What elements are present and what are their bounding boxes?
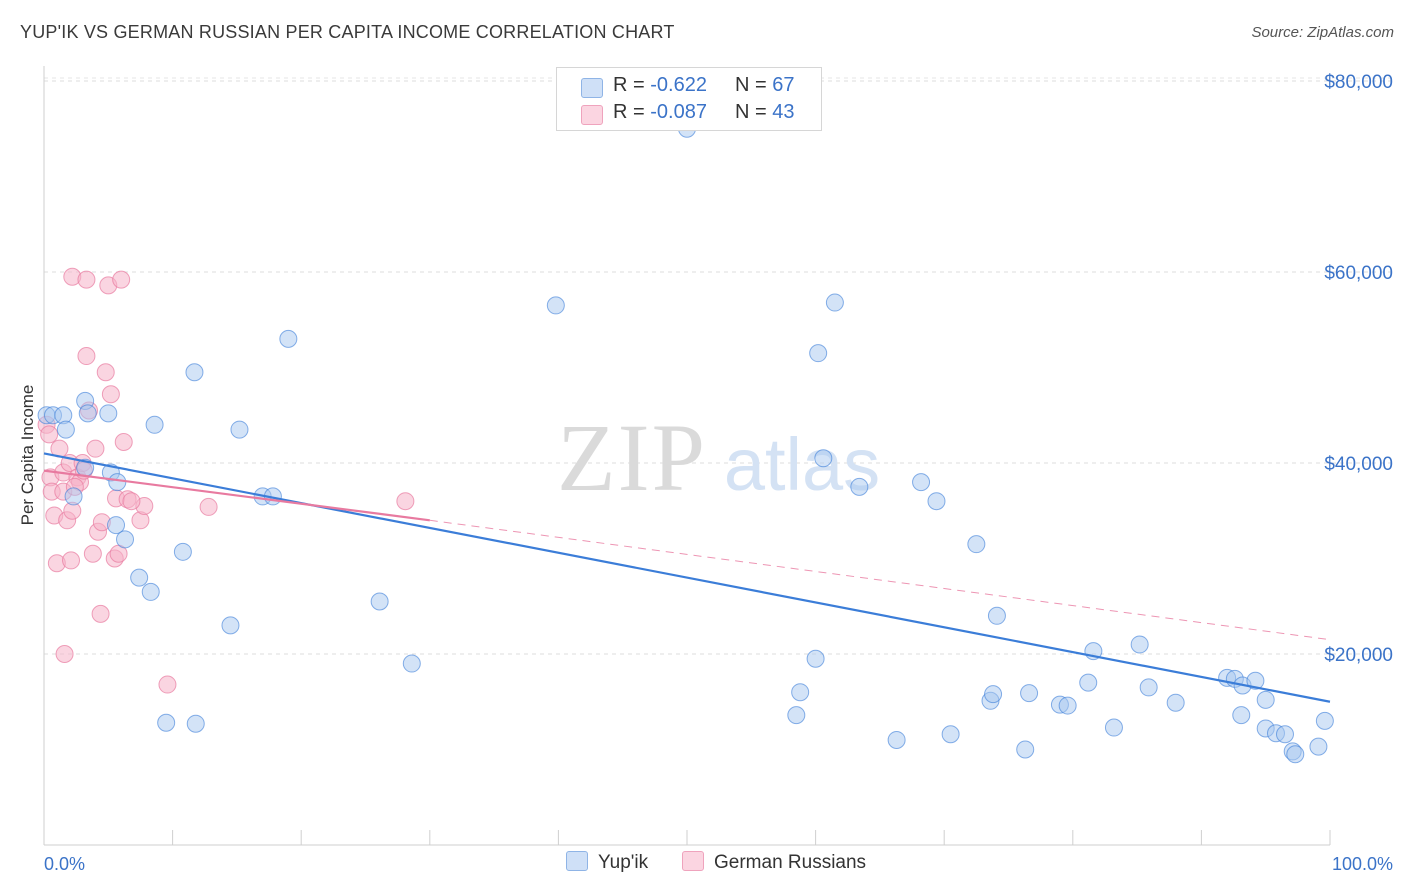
data-point-yupik <box>941 725 960 744</box>
legend-swatch-german <box>682 851 704 871</box>
y-tick-label: $60,000 <box>1324 263 1393 284</box>
data-point-yupik <box>806 649 825 668</box>
data-point-yupik <box>99 404 118 423</box>
data-point-yupik <box>157 713 176 732</box>
data-point-german <box>114 432 133 451</box>
legend-row-yupik: R = -0.622 N = 67 <box>557 74 821 102</box>
data-point-yupik <box>130 568 149 587</box>
legend-label-yupik: Yup'ik <box>598 852 649 873</box>
data-point-yupik <box>230 420 249 439</box>
data-point-yupik <box>1130 635 1149 654</box>
data-point-german <box>199 497 218 516</box>
data-point-yupik <box>1020 684 1039 703</box>
data-point-yupik <box>987 606 1006 625</box>
data-point-german <box>91 604 110 623</box>
y-tick-label: $80,000 <box>1324 72 1393 93</box>
data-point-yupik <box>56 420 75 439</box>
data-point-yupik <box>64 487 83 506</box>
legend-r-value: -0.622 <box>650 74 707 96</box>
data-point-german <box>86 439 105 458</box>
data-point-yupik <box>927 492 946 511</box>
data-point-yupik <box>1166 693 1185 712</box>
data-point-yupik <box>145 415 164 434</box>
data-point-yupik <box>546 296 565 315</box>
data-point-german <box>101 385 120 404</box>
data-point-yupik <box>1315 711 1334 730</box>
trendline-german <box>43 469 430 522</box>
data-point-yupik <box>887 730 906 749</box>
x-tick-label: 0.0% <box>44 854 85 874</box>
data-point-yupik <box>809 344 828 363</box>
data-point-yupik <box>1275 725 1294 744</box>
data-point-yupik <box>1058 696 1077 715</box>
x-tick-label: 100.0% <box>1332 854 1393 874</box>
watermark-zip: ZIP <box>557 404 707 511</box>
trendline-german-extended <box>429 519 1331 641</box>
data-point-yupik <box>1256 690 1275 709</box>
data-point-yupik <box>107 516 126 535</box>
data-point-german <box>62 551 81 570</box>
legend-r-label: R = <box>613 74 645 96</box>
data-point-yupik <box>173 542 192 561</box>
legend-r-value: -0.087 <box>650 101 707 123</box>
legend-swatch-german <box>581 105 603 125</box>
legend-item-german: German Russians <box>682 851 866 874</box>
trendline-yupik <box>43 452 1331 703</box>
y-tick-label: $40,000 <box>1324 454 1393 475</box>
data-point-yupik <box>825 293 844 312</box>
legend-n-value: 67 <box>772 74 795 96</box>
data-point-yupik <box>370 592 389 611</box>
data-point-german <box>83 544 102 563</box>
legend-item-yupik: Yup'ik <box>566 851 648 874</box>
data-point-german <box>55 645 74 663</box>
data-point-german <box>112 270 131 289</box>
legend-n-label: N = <box>735 74 767 96</box>
data-point-yupik <box>1139 678 1158 697</box>
data-point-yupik <box>1079 673 1098 692</box>
data-point-yupik <box>108 473 127 492</box>
data-point-yupik <box>967 535 986 554</box>
data-point-german <box>158 675 177 694</box>
legend-row-german: R = -0.087 N = 43 <box>557 101 821 129</box>
data-point-german <box>122 492 141 511</box>
legend-n-label: N = <box>735 101 767 123</box>
data-point-yupik <box>814 449 833 468</box>
data-point-yupik <box>185 363 204 382</box>
data-point-yupik <box>1286 745 1305 764</box>
data-point-yupik <box>984 685 1003 704</box>
data-point-yupik <box>279 329 298 348</box>
legend-label-german: German Russians <box>714 852 867 873</box>
chart-title: YUP'IK VS GERMAN RUSSIAN PER CAPITA INCO… <box>20 22 675 42</box>
legend-swatch-yupik <box>566 851 588 871</box>
data-point-yupik <box>1309 737 1328 756</box>
data-point-german <box>77 347 96 366</box>
data-point-yupik <box>791 683 810 702</box>
data-point-yupik <box>141 582 160 601</box>
y-tick-label: $20,000 <box>1324 645 1393 666</box>
data-point-yupik <box>1016 740 1035 759</box>
data-point-german <box>396 492 415 511</box>
data-point-yupik <box>912 473 931 492</box>
data-point-yupik <box>1232 706 1251 725</box>
data-point-yupik <box>402 654 421 673</box>
chart-source: Source: ZipAtlas.com <box>1251 24 1394 41</box>
data-point-yupik <box>787 706 806 725</box>
data-point-yupik <box>850 477 869 496</box>
correlation-legend: R = -0.622 N = 67 R = -0.087 N = 43 <box>556 67 822 131</box>
data-point-yupik <box>1104 718 1123 737</box>
legend-swatch-yupik <box>581 78 603 98</box>
data-point-yupik <box>1246 671 1265 690</box>
data-point-yupik <box>78 404 97 423</box>
data-point-yupik <box>186 714 205 733</box>
data-point-yupik <box>116 530 135 549</box>
data-point-german <box>40 425 59 444</box>
data-point-german <box>96 363 115 382</box>
legend-r-label: R = <box>613 101 645 123</box>
data-point-german <box>77 270 96 289</box>
data-point-yupik <box>221 616 240 635</box>
legend-n-value: 43 <box>772 101 795 123</box>
